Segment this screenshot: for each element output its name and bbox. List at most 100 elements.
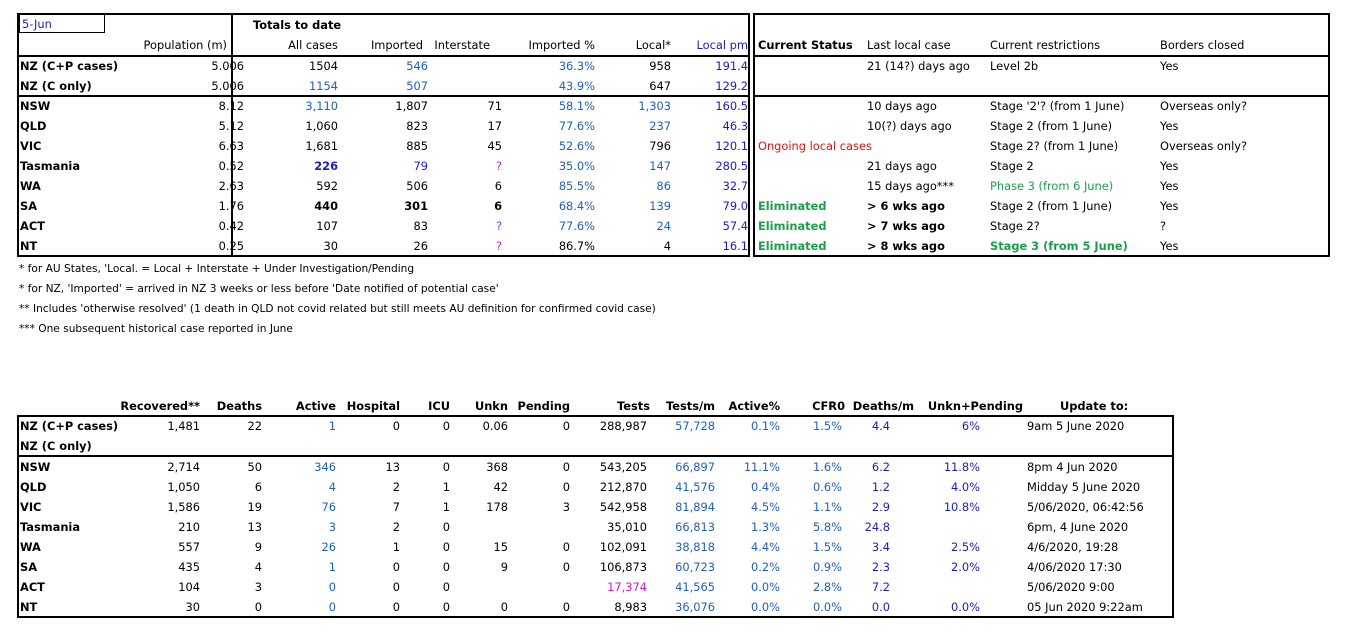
cell: 0 — [562, 560, 570, 574]
cell: 7.2 — [871, 580, 890, 594]
cell: 8,983 — [614, 600, 647, 614]
cell: 1.6% — [813, 460, 842, 474]
cell — [925, 517, 980, 537]
cell: 0 — [442, 600, 450, 614]
footnote: * for AU States, 'Local. = Local + Inter… — [19, 263, 415, 275]
cell: 1,481 — [167, 419, 200, 433]
restrictions: Stage 2? — [990, 219, 1040, 233]
cell: 6 — [254, 480, 262, 494]
cell: 4.4 — [871, 419, 890, 433]
cell: 86.7% — [558, 239, 595, 253]
cell: 22 — [247, 419, 263, 433]
stats-header-6: Pending — [517, 399, 570, 413]
cell: 46.3 — [722, 119, 748, 133]
cell: 50 — [247, 460, 263, 474]
restrictions: Level 2b — [990, 59, 1039, 73]
cell: 42 — [493, 480, 509, 494]
cell — [100, 436, 200, 456]
footnote: ** Includes 'otherwise resolved' (1 deat… — [19, 303, 656, 315]
cell: 120.1 — [715, 139, 748, 153]
row-label: NT — [20, 600, 38, 614]
totals-header-1: All cases — [288, 38, 338, 52]
borders-closed: Yes — [1160, 199, 1179, 213]
stats-header-7: Tests — [617, 399, 650, 413]
cell: 26 — [321, 540, 337, 554]
cell: 129.2 — [715, 79, 748, 93]
update-to: 8pm 4 Jun 2020 — [1027, 460, 1118, 474]
row-label: VIC — [20, 139, 42, 153]
status-nz-rule — [753, 95, 1330, 97]
borders-closed: Yes — [1160, 179, 1179, 193]
row-label: ACT — [20, 580, 45, 594]
cell: 796 — [649, 139, 671, 153]
cell: 210 — [178, 520, 200, 534]
cell: 2,714 — [167, 460, 200, 474]
cell: 1,586 — [167, 500, 200, 514]
cell: 102,091 — [599, 540, 647, 554]
row-label: NZ (C only) — [20, 439, 92, 453]
status-header-rule — [753, 55, 1330, 57]
cell: 1 — [328, 419, 336, 433]
cell: 35.0% — [558, 159, 595, 173]
cell: 36,076 — [675, 600, 715, 614]
stats-header-4: ICU — [428, 399, 450, 413]
cell — [848, 436, 890, 456]
cell: 0 — [254, 600, 262, 614]
cell: 1 — [392, 540, 400, 554]
cell: 8.12 — [218, 99, 244, 113]
cell: 440 — [314, 199, 338, 213]
cell: 0.9% — [813, 560, 842, 574]
cell: 57.4 — [722, 219, 748, 233]
cell: 0 — [562, 480, 570, 494]
update-to: Midday 5 June 2020 — [1027, 480, 1141, 494]
cell: 2 — [392, 520, 400, 534]
cell: 19 — [247, 500, 263, 514]
cell: 0 — [442, 560, 450, 574]
restrictions: Stage 2 (from 1 June) — [990, 119, 1113, 133]
stats-header-12: Unkn+Pending — [927, 399, 1023, 413]
row-label: NZ (C only) — [20, 79, 92, 93]
cell — [510, 517, 570, 537]
status-header-3: Borders closed — [1160, 38, 1245, 52]
cell: 5.12 — [218, 119, 244, 133]
cell: 368 — [486, 460, 508, 474]
borders-closed: Overseas only? — [1160, 99, 1248, 113]
cell: 1,303 — [638, 99, 671, 113]
cell: 4 — [663, 239, 671, 253]
cell: 0 — [500, 600, 508, 614]
cell: 507 — [406, 79, 428, 93]
cell: 11.1% — [743, 460, 780, 474]
restrictions: Stage 2? (from 1 June) — [990, 139, 1119, 153]
stats-header-3: Hospital — [346, 399, 400, 413]
totals-group-header: Totals to date — [253, 18, 342, 32]
cell: 0.0% — [751, 600, 780, 614]
totals-header-0: Population (m) — [143, 38, 227, 52]
header-rule — [17, 55, 750, 57]
cell: 0 — [442, 540, 450, 554]
cell: 0.2% — [751, 560, 780, 574]
totals-header-4: Imported % — [528, 38, 596, 52]
cell — [510, 577, 570, 597]
update-to: 05 Jun 2020 9:22am — [1027, 600, 1143, 614]
cell: 32.7 — [722, 179, 748, 193]
last-local-case: 10 days ago — [867, 99, 937, 113]
cell — [340, 436, 400, 456]
restrictions: Phase 3 (from 6 June) — [990, 179, 1114, 193]
cell: 958 — [649, 59, 671, 73]
update-to: 5/06/2020, 06:42:56 — [1027, 500, 1144, 514]
cell: 3 — [328, 520, 336, 534]
cell: 76 — [321, 500, 337, 514]
cell: 3 — [562, 500, 570, 514]
cell: 0 — [392, 560, 400, 574]
cell: 107 — [316, 219, 338, 233]
cell: 86 — [656, 179, 672, 193]
cell: 5.006 — [211, 79, 244, 93]
cell: 592 — [316, 179, 338, 193]
cell — [580, 436, 647, 456]
status-frame — [753, 13, 1330, 257]
stats-header-1: Deaths — [216, 399, 262, 413]
cell: 17 — [487, 119, 503, 133]
row-label: NT — [20, 239, 38, 253]
cell — [925, 436, 980, 456]
cell — [800, 436, 842, 456]
